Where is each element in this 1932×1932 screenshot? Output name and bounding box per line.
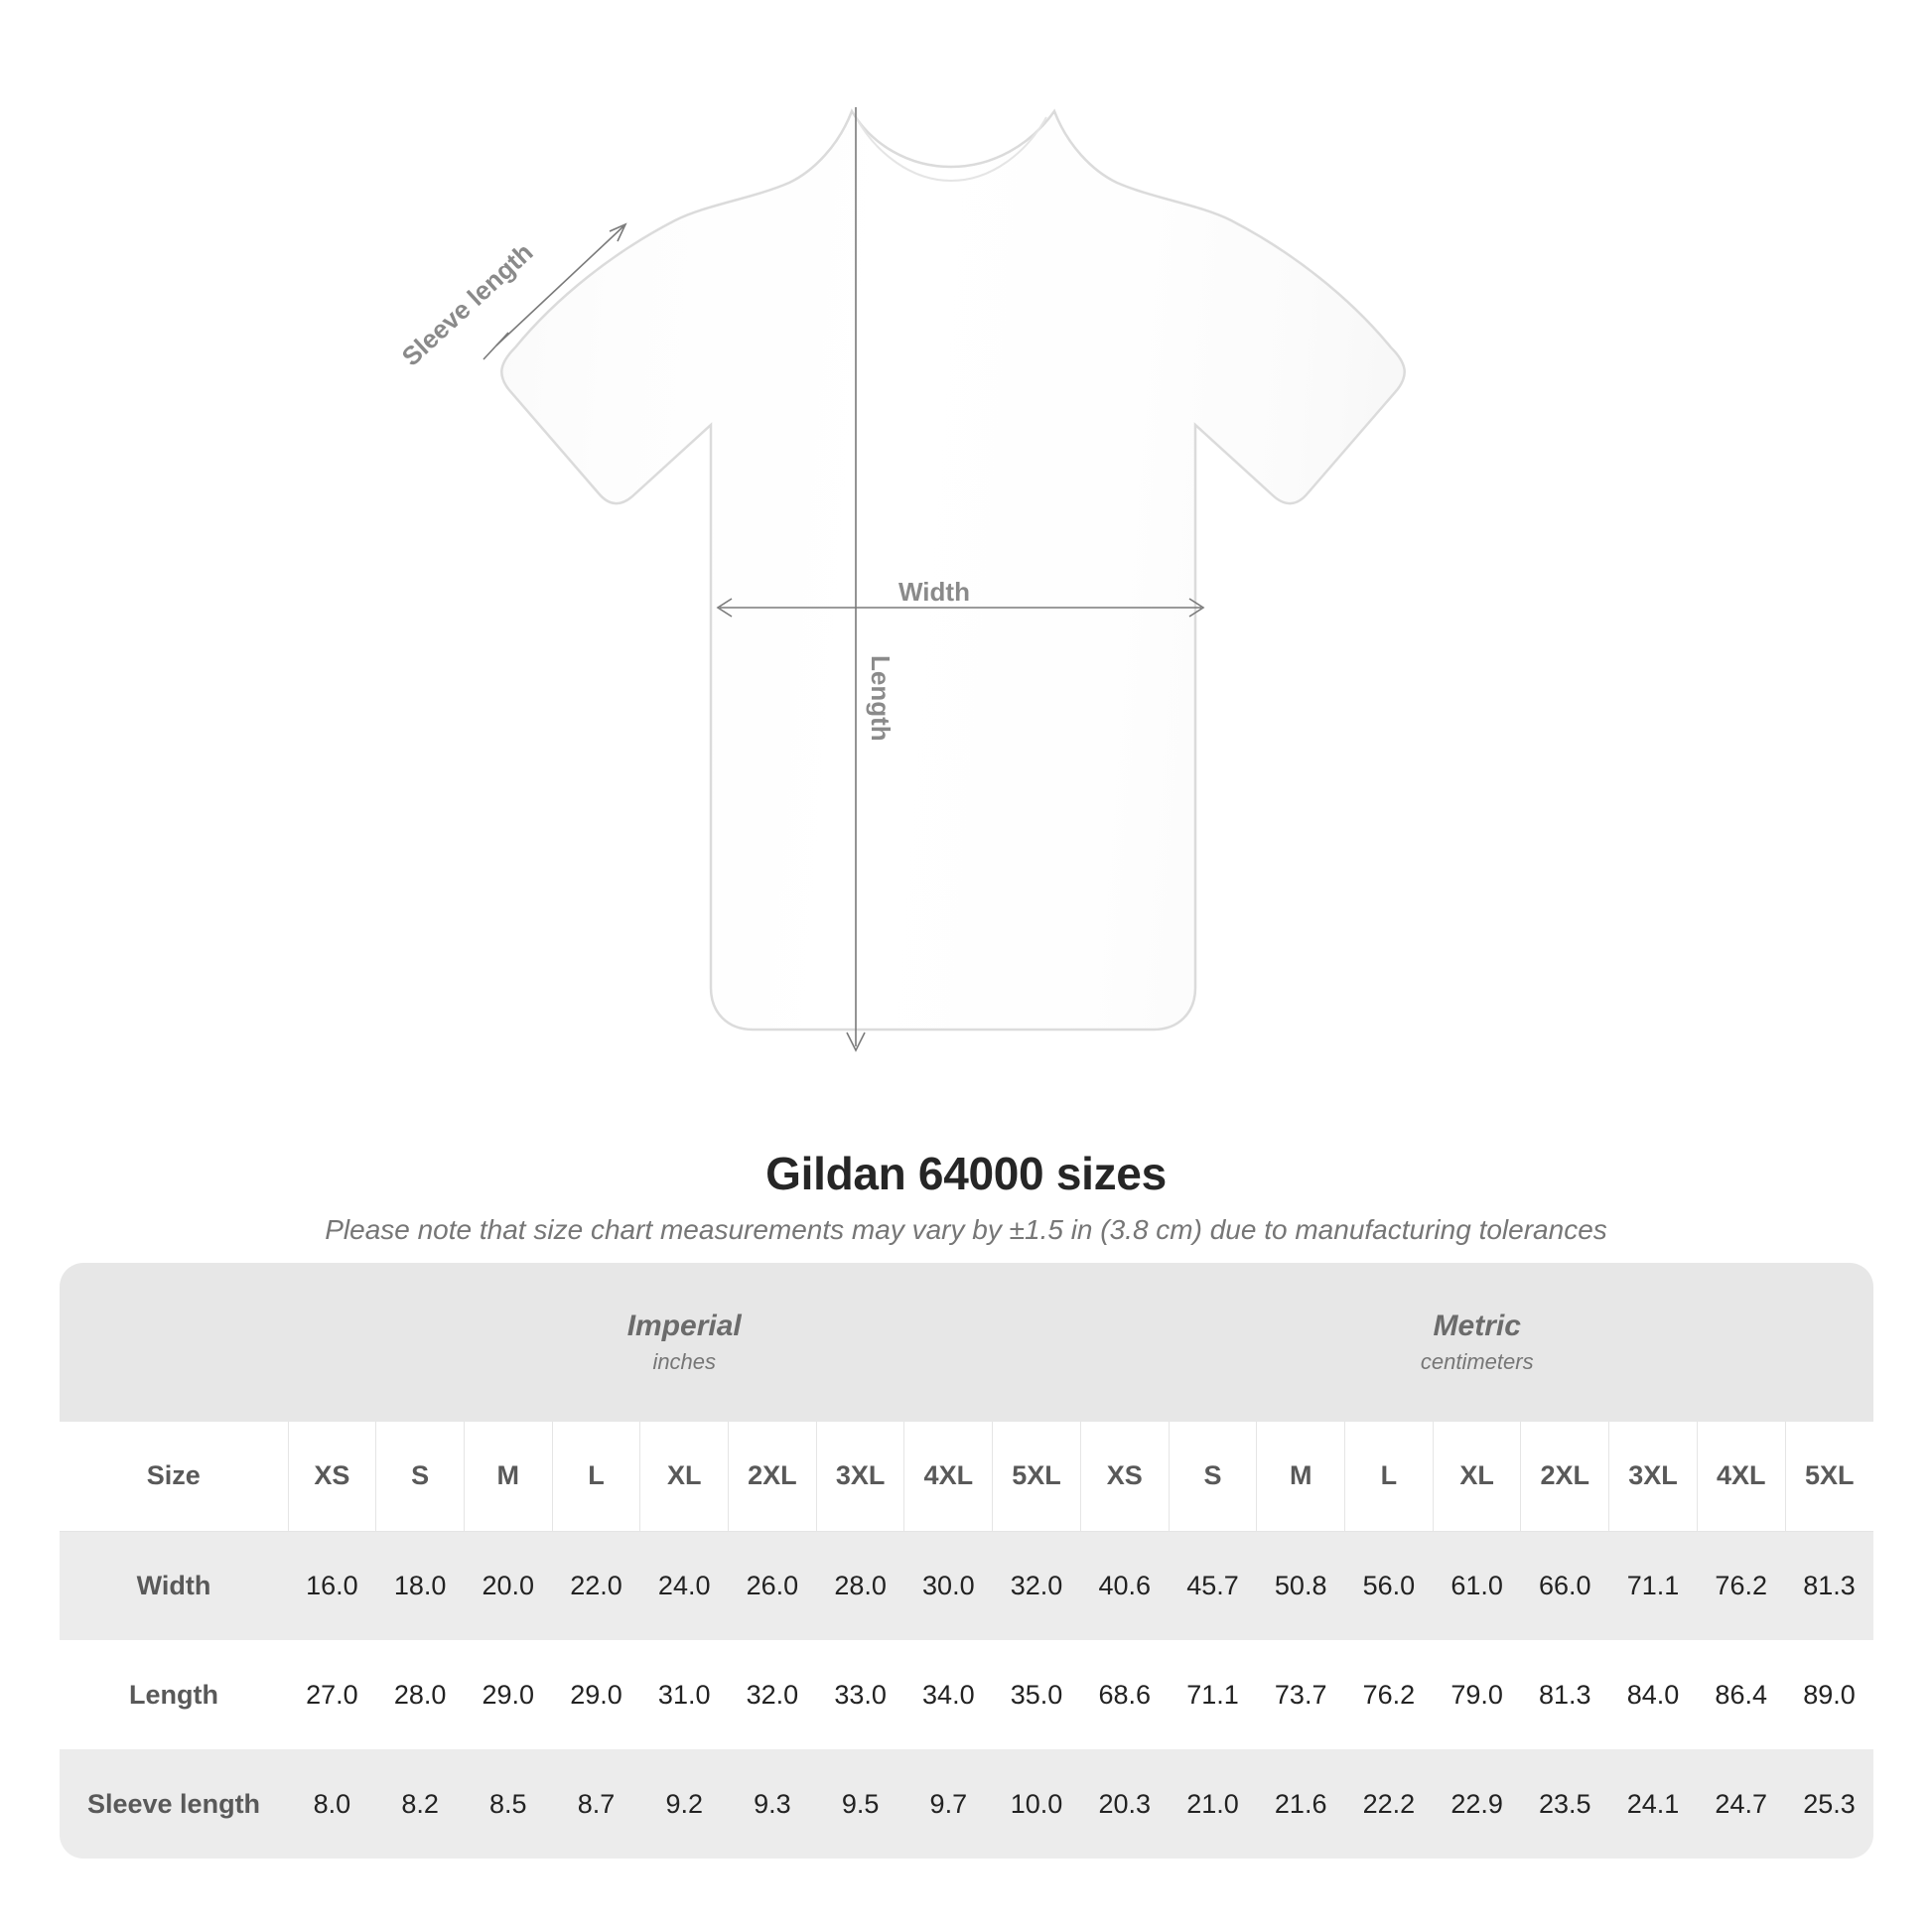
- svg-text:Length: Length: [866, 655, 896, 742]
- svg-text:Width: Width: [898, 577, 970, 607]
